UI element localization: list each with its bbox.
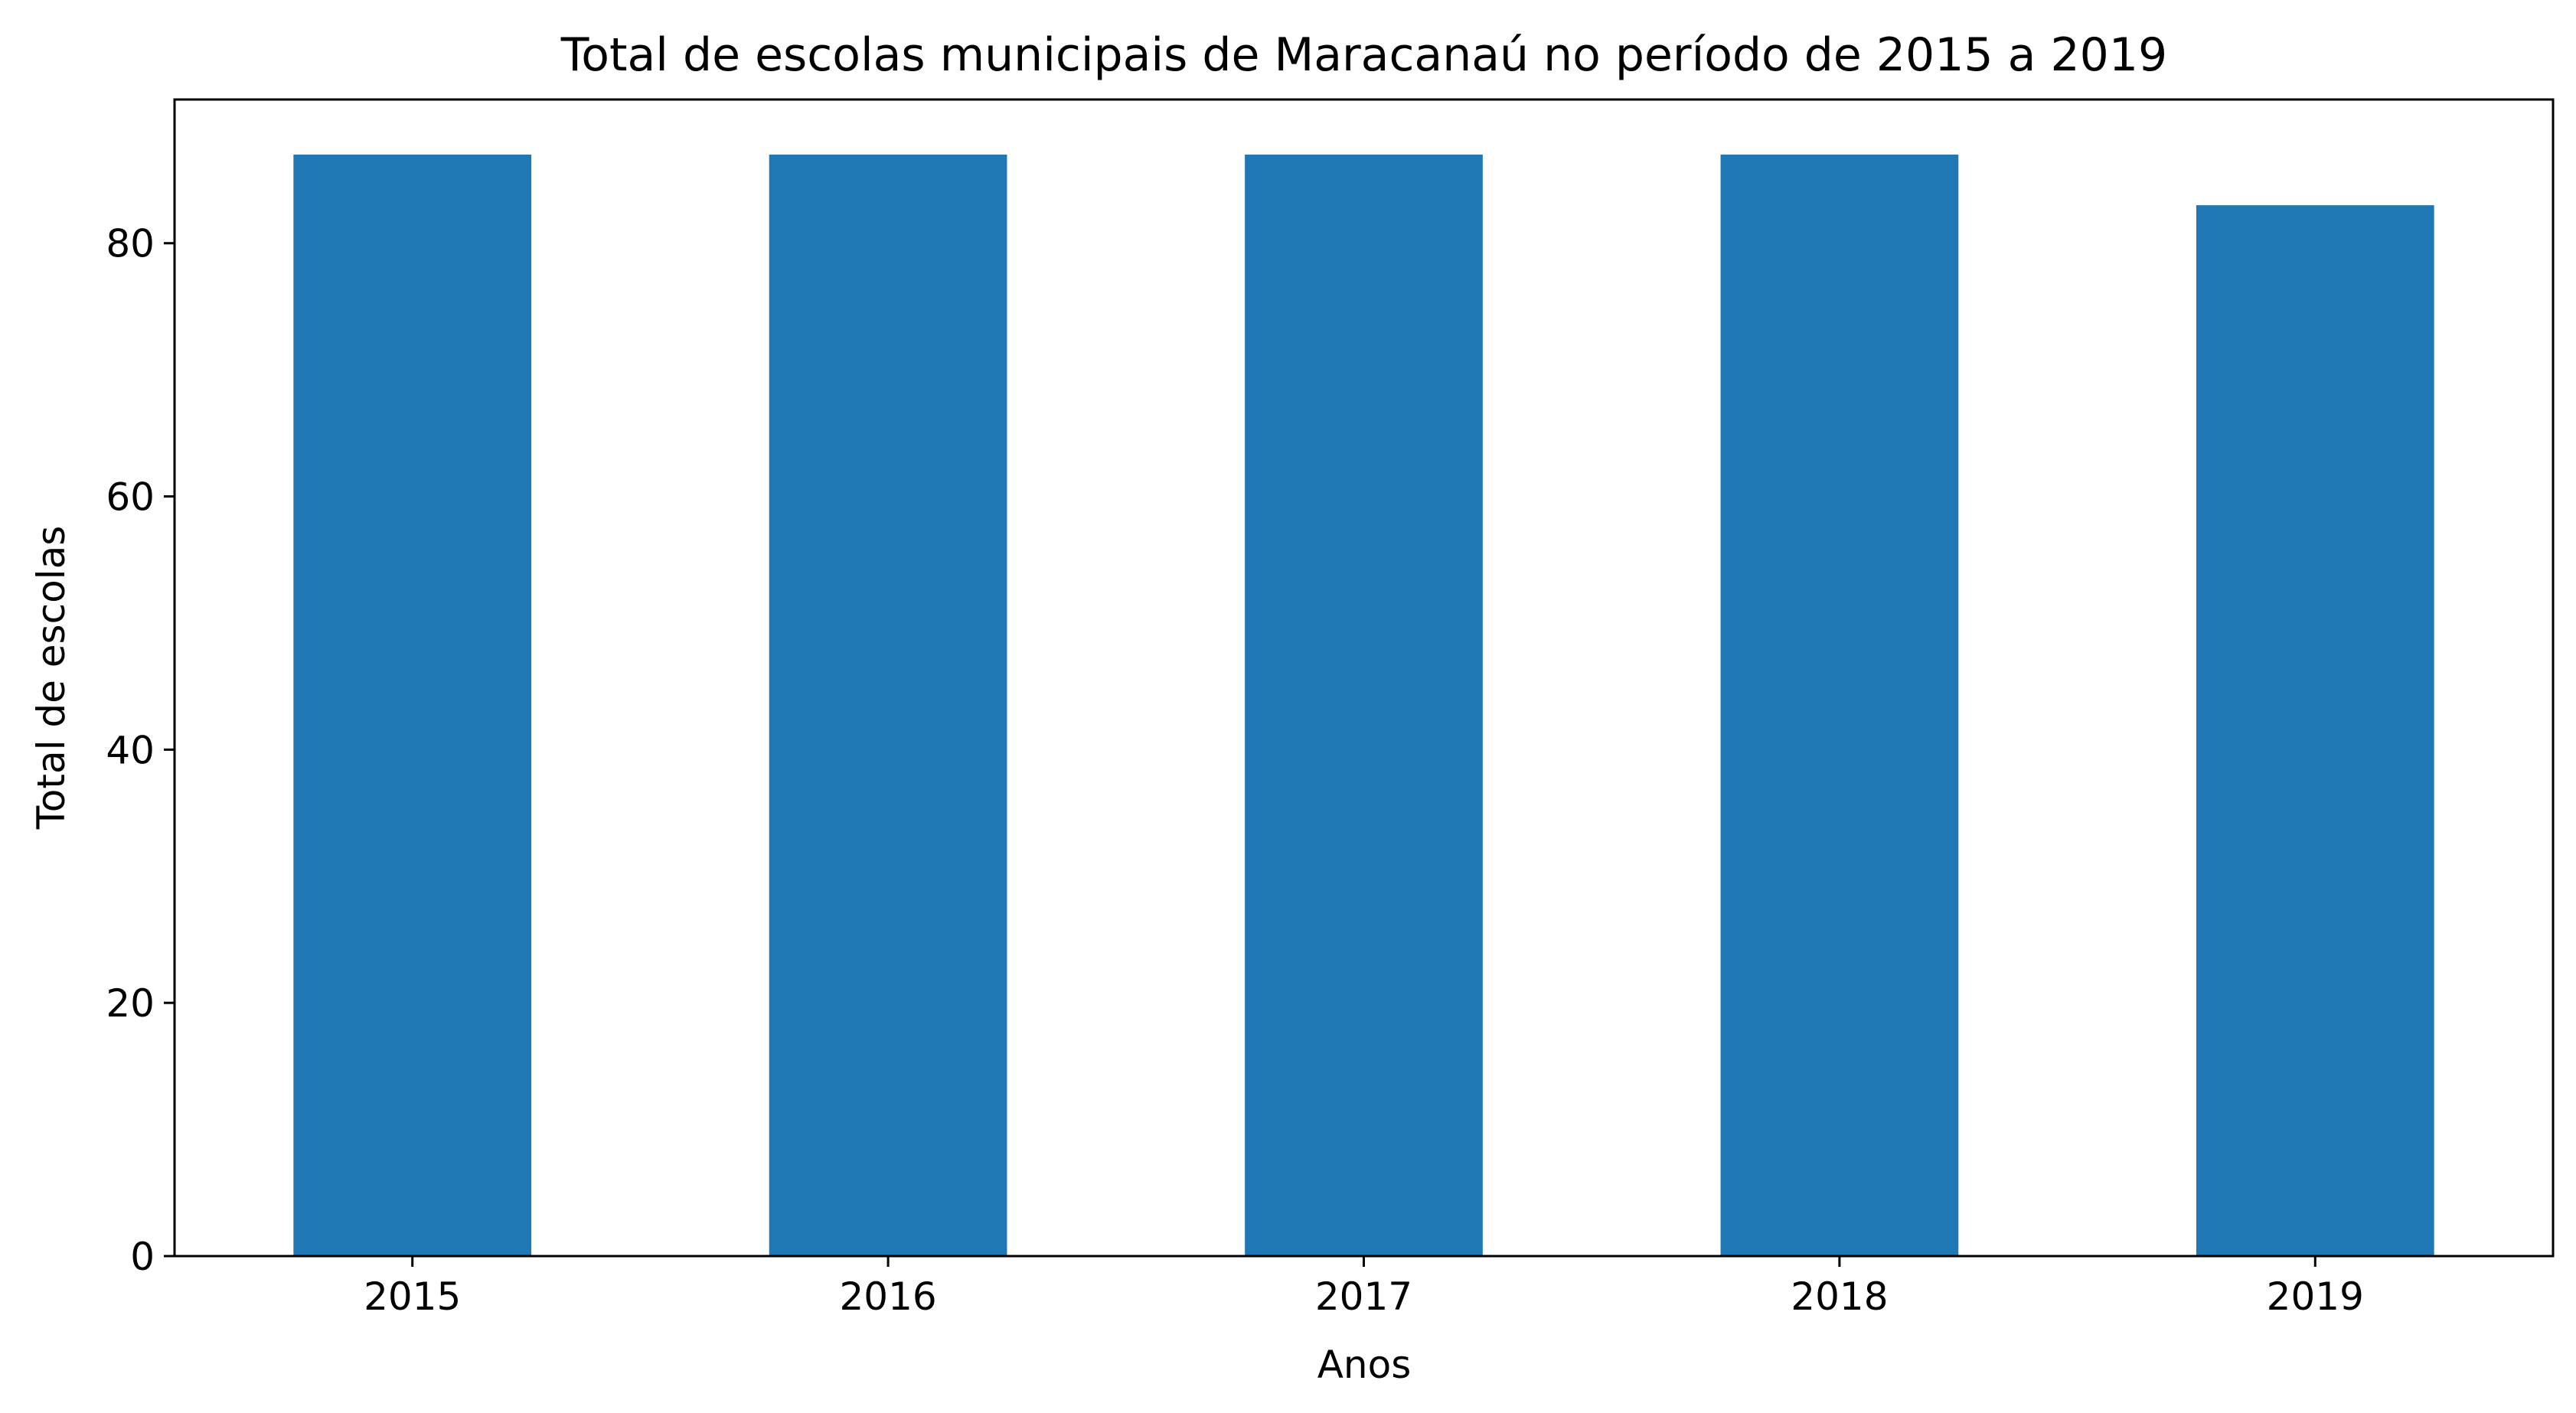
x-tick-label: 2019 — [2267, 1274, 2364, 1319]
bar-2019 — [2196, 205, 2434, 1256]
x-axis-ticks: 2015 2016 2017 2018 2019 — [364, 1256, 2364, 1319]
plot-frame — [173, 98, 2555, 1258]
x-axis-label: Anos — [1317, 1343, 1412, 1387]
y-tick-label: 40 — [106, 728, 155, 772]
x-tick-label: 2015 — [364, 1274, 461, 1319]
bar-2017 — [1245, 154, 1483, 1256]
y-tick-label: 60 — [106, 475, 155, 520]
bars-group — [293, 154, 2434, 1256]
bar-2018 — [1720, 154, 1959, 1256]
x-tick-label: 2017 — [1315, 1274, 1412, 1319]
bar-2016 — [769, 154, 1007, 1256]
x-tick-label: 2018 — [1791, 1274, 1888, 1319]
y-tick-label: 80 — [106, 222, 155, 266]
y-tick-label: 0 — [130, 1235, 155, 1279]
y-axis-label: Total de escolas — [29, 526, 73, 831]
y-tick-label: 20 — [106, 981, 155, 1026]
x-tick-label: 2016 — [839, 1274, 936, 1319]
bar-2015 — [293, 154, 532, 1256]
y-axis-ticks: 0 20 40 60 80 — [106, 222, 175, 1279]
chart-title: Total de escolas municipais de Maracanaú… — [560, 28, 2167, 82]
